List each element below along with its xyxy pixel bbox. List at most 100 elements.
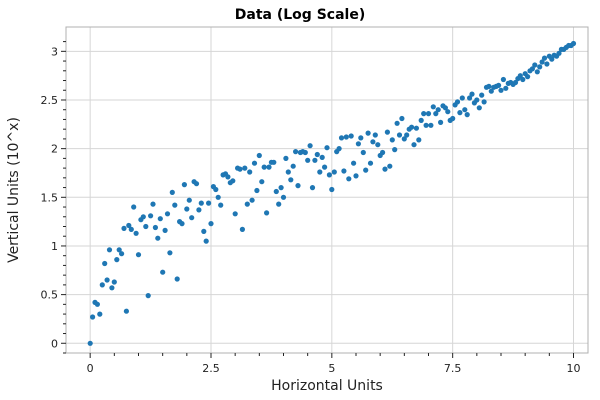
chart-title: Data (Log Scale) bbox=[235, 7, 365, 23]
scatter-point bbox=[570, 40, 577, 47]
scatter-point bbox=[186, 197, 192, 203]
scatter-point bbox=[283, 155, 289, 161]
scatter-point bbox=[433, 111, 439, 117]
y-tick-label: 2 bbox=[51, 143, 58, 156]
x-axis-label: Horizontal Units bbox=[271, 378, 383, 394]
scatter-point bbox=[256, 152, 262, 159]
scatter-point bbox=[341, 168, 347, 174]
scatter-point bbox=[169, 189, 175, 195]
scatter-point bbox=[259, 179, 265, 185]
scatter-point bbox=[145, 293, 151, 299]
scatter-point bbox=[517, 73, 523, 79]
scatter-point bbox=[532, 62, 538, 68]
scatter-point bbox=[435, 107, 441, 113]
scatter-point bbox=[486, 83, 492, 89]
x-tick-label: 10 bbox=[567, 362, 581, 375]
scatter-point bbox=[454, 99, 461, 105]
scatter-point bbox=[119, 251, 125, 257]
scatter-point bbox=[474, 97, 480, 103]
scatter-point bbox=[469, 91, 475, 97]
scatter-point bbox=[500, 76, 506, 83]
scatter-point bbox=[375, 142, 381, 148]
scatter-point bbox=[126, 222, 132, 229]
scatter-point bbox=[425, 111, 432, 117]
scatter-point bbox=[280, 194, 287, 200]
scatter-point bbox=[152, 224, 158, 231]
scatter-point bbox=[348, 133, 354, 139]
scatter-point bbox=[106, 247, 113, 253]
scatter-point bbox=[247, 169, 253, 175]
scatter-point bbox=[111, 279, 117, 285]
scatter-point bbox=[324, 145, 330, 151]
scatter-point bbox=[201, 228, 207, 234]
scatter-point bbox=[293, 149, 299, 155]
scatter-point bbox=[285, 169, 291, 175]
scatter-point bbox=[302, 149, 308, 156]
y-tick-label: 1.5 bbox=[41, 191, 59, 204]
scatter-point bbox=[346, 176, 352, 182]
scatter-point bbox=[399, 115, 405, 122]
scatter-point bbox=[479, 92, 485, 98]
scatter-point bbox=[370, 139, 376, 145]
scatter-point bbox=[314, 151, 320, 158]
scatter-point bbox=[418, 117, 424, 123]
scatter-point bbox=[317, 169, 323, 175]
scatter-point bbox=[413, 125, 419, 131]
scatter-point bbox=[365, 130, 371, 136]
scatter-point bbox=[114, 257, 120, 263]
scatter-point bbox=[97, 311, 103, 317]
scatter-point bbox=[244, 201, 250, 207]
scatter-point bbox=[123, 308, 129, 314]
scatter-point bbox=[160, 269, 166, 275]
scatter-point bbox=[411, 142, 417, 148]
scatter-point bbox=[157, 216, 163, 222]
scatter-point bbox=[121, 225, 127, 231]
x-tick-label: 2.5 bbox=[202, 362, 220, 375]
scatter-point bbox=[423, 122, 429, 128]
scatter-point bbox=[150, 201, 156, 207]
scatter-point bbox=[525, 74, 531, 80]
scatter-point bbox=[174, 276, 180, 282]
scatter-point bbox=[496, 82, 502, 88]
scatter-point bbox=[409, 124, 415, 130]
scatter-point bbox=[309, 185, 316, 191]
scatter-point bbox=[215, 194, 221, 200]
scatter-point bbox=[181, 182, 187, 188]
scatter-point bbox=[133, 230, 139, 236]
scatter-point bbox=[131, 204, 137, 210]
scatter-point bbox=[336, 146, 342, 152]
scatter-point bbox=[87, 340, 93, 346]
scatter-point bbox=[396, 132, 403, 138]
scatter-point bbox=[261, 164, 267, 170]
scatter-point bbox=[148, 213, 154, 219]
scatter-point bbox=[488, 88, 494, 94]
scatter-point bbox=[189, 215, 195, 221]
scatter-point bbox=[225, 174, 231, 180]
scatter-point bbox=[450, 115, 456, 122]
scatter-point bbox=[196, 207, 202, 213]
scatter-point bbox=[254, 187, 260, 194]
scatter-point bbox=[271, 159, 277, 165]
scatter-point bbox=[102, 260, 108, 267]
scatter-point bbox=[276, 201, 282, 207]
scatter-point bbox=[172, 202, 178, 208]
scatter-point bbox=[442, 105, 448, 111]
x-tick-label: 0 bbox=[87, 362, 94, 375]
scatter-point bbox=[372, 132, 378, 138]
y-tick-label: 1 bbox=[51, 240, 58, 253]
scatter-point bbox=[218, 202, 224, 208]
scatter-point bbox=[384, 129, 390, 135]
scatter-point bbox=[481, 99, 487, 105]
scatter-point bbox=[549, 56, 555, 62]
scatter-point bbox=[438, 119, 444, 125]
scatter-point bbox=[290, 163, 296, 169]
scatter-point bbox=[498, 87, 504, 93]
scatter-point bbox=[459, 95, 465, 101]
scatter-point bbox=[312, 157, 318, 163]
scatter-point bbox=[556, 50, 562, 56]
scatter-point bbox=[380, 149, 386, 156]
scatter-point bbox=[242, 165, 248, 171]
scatter-point bbox=[266, 164, 272, 170]
scatter-point bbox=[338, 135, 345, 141]
